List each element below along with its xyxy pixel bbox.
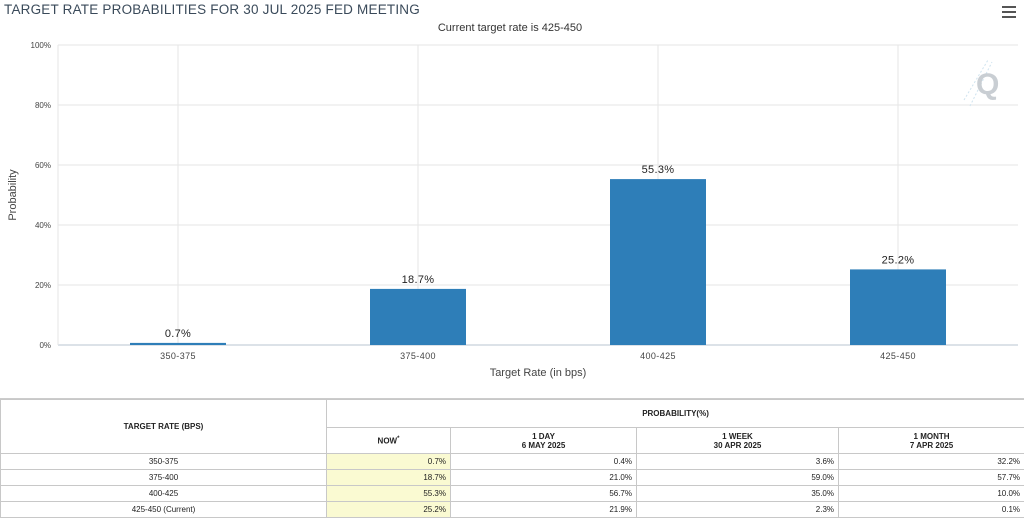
header-1-week-date: 30 APR 2025 bbox=[713, 440, 762, 450]
header-1-day-label: 1 DAY bbox=[532, 431, 555, 441]
month-cell: 10.0% bbox=[837, 485, 1024, 502]
day-cell: 21.0% bbox=[450, 469, 637, 486]
header-1-day: 1 DAY 6 MAY 2025 bbox=[450, 427, 637, 454]
header-1-day-date: 6 MAY 2025 bbox=[521, 440, 566, 450]
day-cell: 56.7% bbox=[450, 485, 637, 502]
y-tick-label: 60% bbox=[35, 161, 51, 170]
y-tick-label: 40% bbox=[35, 221, 51, 230]
rate-cell: 400-425 bbox=[0, 485, 327, 502]
month-cell: 0.1% bbox=[837, 501, 1024, 518]
now-cell: 55.3% bbox=[326, 485, 451, 502]
data-label: 55.3% bbox=[642, 164, 675, 176]
now-cell: 0.7% bbox=[326, 453, 451, 470]
table-row: 425-450 (Current) 25.2% 21.9% 2.3% 0.1% bbox=[0, 501, 1024, 518]
header-probability: PROBABILITY(%) bbox=[325, 399, 1024, 428]
chart-panel: TARGET RATE PROBABILITIES FOR 30 JUL 202… bbox=[4, 2, 1018, 379]
rate-cell: 425-450 (Current) bbox=[0, 501, 327, 518]
day-cell: 21.9% bbox=[450, 501, 637, 518]
chart-subtitle: Current target rate is 425-450 bbox=[437, 22, 583, 34]
data-label: 18.7% bbox=[402, 274, 435, 286]
data-label: 0.7% bbox=[165, 328, 191, 340]
now-cell: 25.2% bbox=[326, 501, 451, 518]
x-tick-label: 400-425 bbox=[640, 351, 676, 361]
rate-cell: 375-400 bbox=[0, 469, 327, 486]
x-tick-label: 375-400 bbox=[400, 351, 436, 361]
data-label: 25.2% bbox=[882, 254, 915, 266]
month-cell: 57.7% bbox=[837, 469, 1024, 486]
header-1-week: 1 WEEK 30 APR 2025 bbox=[636, 427, 839, 454]
q-logo-icon: Q bbox=[963, 60, 999, 107]
table-row: 375-400 18.7% 21.0% 59.0% 57.7% bbox=[0, 469, 1024, 486]
bar-chart: 0% 20% 40% 60% 80% 100% 0.7% 350-375 18.7% 375-40… bbox=[7, 41, 1018, 379]
header-now: NOW* bbox=[326, 427, 451, 454]
table-row: 400-425 55.3% 56.7% 35.0% 10.0% bbox=[0, 485, 1024, 502]
x-tick-label: 350-375 bbox=[160, 351, 196, 361]
day-cell: 0.4% bbox=[450, 453, 637, 470]
header-target-rate: TARGET RATE (BPS) bbox=[0, 399, 327, 454]
header-1-week-label: 1 WEEK bbox=[722, 431, 753, 441]
x-axis-title: Target Rate (in bps) bbox=[490, 367, 587, 379]
week-cell: 35.0% bbox=[636, 485, 839, 502]
x-tick-label: 425-450 bbox=[880, 351, 916, 361]
header-now-label: NOW bbox=[377, 436, 398, 446]
rate-cell: 350-375 bbox=[0, 453, 327, 470]
week-cell: 59.0% bbox=[636, 469, 839, 486]
y-tick-label: 20% bbox=[35, 281, 51, 290]
bar bbox=[130, 342, 226, 345]
y-axis-title: Probability bbox=[7, 169, 19, 221]
bar bbox=[370, 288, 466, 345]
table-row: 350-375 0.7% 0.4% 3.6% 32.2% bbox=[0, 453, 1024, 470]
bar bbox=[610, 179, 706, 345]
y-tick-label: 0% bbox=[39, 341, 51, 350]
y-tick-label: 80% bbox=[35, 101, 51, 110]
header-1-month-label: 1 MONTH bbox=[913, 431, 950, 441]
header-1-month: 1 MONTH 7 APR 2025 bbox=[837, 427, 1024, 454]
week-cell: 3.6% bbox=[636, 453, 839, 470]
now-marker: * bbox=[397, 435, 400, 442]
month-cell: 32.2% bbox=[837, 453, 1024, 470]
week-cell: 2.3% bbox=[636, 501, 839, 518]
now-cell: 18.7% bbox=[326, 469, 451, 486]
svg-text:Q: Q bbox=[976, 68, 999, 101]
probability-table: TARGET RATE (BPS) PROBABILITY(%) NOW* 1 … bbox=[0, 398, 1024, 521]
hamburger-menu-icon[interactable] bbox=[1002, 6, 1016, 18]
header-1-month-date: 7 APR 2025 bbox=[909, 440, 954, 450]
chart-title: TARGET RATE PROBABILITIES FOR 30 JUL 202… bbox=[4, 2, 420, 17]
bar bbox=[850, 269, 946, 345]
y-tick-label: 100% bbox=[31, 41, 51, 50]
